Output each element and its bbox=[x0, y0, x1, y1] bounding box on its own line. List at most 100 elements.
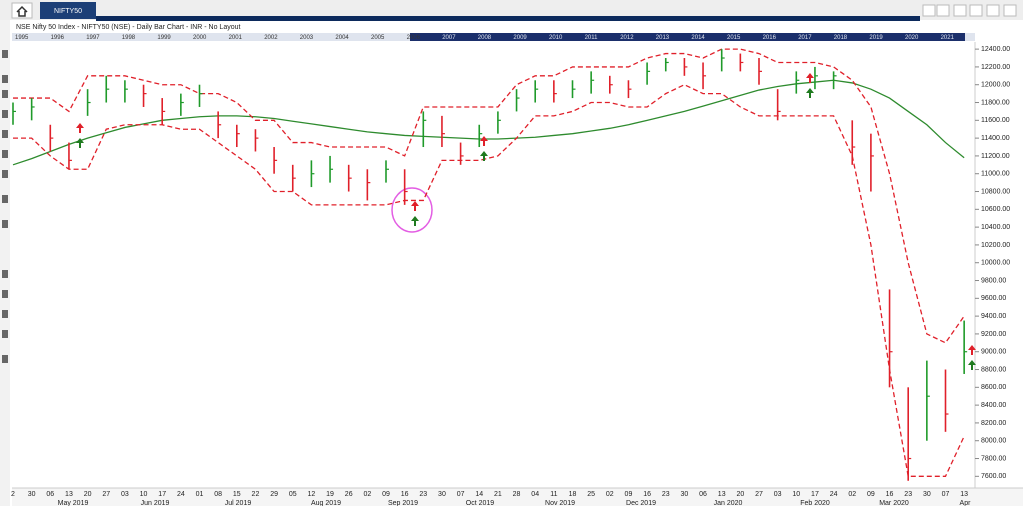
month-label: May 2019 bbox=[58, 500, 89, 506]
year-label: 2004 bbox=[335, 35, 349, 41]
x-tick-label: 23 bbox=[662, 491, 670, 498]
x-tick-label: 09 bbox=[382, 491, 390, 498]
y-tick-label: 8000.00 bbox=[981, 438, 1006, 445]
float-button[interactable] bbox=[969, 4, 983, 17]
home-button[interactable] bbox=[11, 2, 33, 19]
x-tick-label: 10 bbox=[140, 491, 148, 498]
x-tick-label: 17 bbox=[158, 491, 166, 498]
x-tick-label: 09 bbox=[625, 491, 633, 498]
y-tick-label: 10200.00 bbox=[981, 242, 1010, 249]
x-tick-label: 13 bbox=[960, 491, 968, 498]
tab-strip bbox=[96, 16, 920, 21]
year-label: 2021 bbox=[941, 35, 955, 41]
x-tick-label: 20 bbox=[84, 491, 92, 498]
tool-icon[interactable] bbox=[2, 90, 8, 98]
refresh-button[interactable] bbox=[986, 4, 1000, 17]
x-tick-label: 08 bbox=[214, 491, 222, 498]
month-label: Mar 2020 bbox=[879, 500, 909, 506]
tool-icon[interactable] bbox=[2, 290, 8, 298]
tool-icon[interactable] bbox=[2, 330, 8, 338]
tool-icon[interactable] bbox=[2, 150, 8, 158]
signal-arrow bbox=[480, 151, 488, 161]
year-label: 2007 bbox=[442, 35, 456, 41]
year-label: 2018 bbox=[834, 35, 848, 41]
y-tick-label: 8400.00 bbox=[981, 402, 1006, 409]
y-tick-label: 11600.00 bbox=[981, 117, 1010, 124]
year-label: 2001 bbox=[229, 35, 243, 41]
x-tick-label: 30 bbox=[28, 491, 36, 498]
x-tick-label: 07 bbox=[942, 491, 950, 498]
x-tick-label: 10 bbox=[792, 491, 800, 498]
y-tick-label: 11200.00 bbox=[981, 153, 1010, 160]
x-tick-label: 13 bbox=[65, 491, 73, 498]
year-label: 2012 bbox=[620, 35, 634, 41]
x-tick-label: 03 bbox=[774, 491, 782, 498]
y-tick-label: 9000.00 bbox=[981, 349, 1006, 356]
tool-icon[interactable] bbox=[2, 110, 8, 118]
x-tick-label: 14 bbox=[475, 491, 483, 498]
y-tick-label: 10400.00 bbox=[981, 224, 1010, 231]
x-tick-label: 03 bbox=[121, 491, 129, 498]
signal-arrow bbox=[806, 73, 814, 83]
year-label: 2006 bbox=[407, 35, 421, 41]
tool-icon[interactable] bbox=[2, 270, 8, 278]
channel-line bbox=[13, 48, 965, 344]
y-tick-label: 8600.00 bbox=[981, 384, 1006, 391]
year-label: 1995 bbox=[15, 35, 29, 41]
y-tick-label: 8800.00 bbox=[981, 366, 1006, 373]
year-label: 1998 bbox=[122, 35, 136, 41]
year-label: 2010 bbox=[549, 35, 563, 41]
x-tick-label: 02 bbox=[363, 491, 371, 498]
signal-arrow bbox=[480, 136, 488, 146]
year-label: 2015 bbox=[727, 35, 741, 41]
tab[interactable] bbox=[40, 2, 96, 19]
tool-icon[interactable] bbox=[2, 75, 8, 83]
annotation-circle bbox=[391, 187, 433, 233]
x-tick-label: 30 bbox=[438, 491, 446, 498]
top-bar bbox=[0, 0, 1023, 20]
year-label: 2008 bbox=[478, 35, 492, 41]
x-tick-label: 06 bbox=[699, 491, 707, 498]
next-button[interactable] bbox=[936, 4, 950, 17]
tool-icon[interactable] bbox=[2, 310, 8, 318]
x-tick-label: 2 bbox=[11, 491, 15, 498]
tool-icon[interactable] bbox=[2, 355, 8, 363]
window-buttons bbox=[922, 4, 1017, 17]
year-label: 2014 bbox=[691, 35, 705, 41]
tool-icon[interactable] bbox=[2, 50, 8, 58]
y-tick-label: 11000.00 bbox=[981, 171, 1010, 178]
close-button[interactable] bbox=[1003, 4, 1017, 17]
prev-button[interactable] bbox=[922, 4, 936, 17]
x-tick-label: 13 bbox=[718, 491, 726, 498]
y-tick-label: 8200.00 bbox=[981, 420, 1006, 427]
month-label: Feb 2020 bbox=[800, 500, 830, 506]
x-tick-label: 12 bbox=[308, 491, 316, 498]
x-tick-label: 17 bbox=[811, 491, 819, 498]
signal-arrow bbox=[806, 88, 814, 98]
month-label: Dec 2019 bbox=[626, 500, 656, 506]
tool-icon[interactable] bbox=[2, 130, 8, 138]
x-tick-label: 16 bbox=[886, 491, 894, 498]
x-tick-label: 28 bbox=[513, 491, 521, 498]
x-tick-label: 29 bbox=[270, 491, 278, 498]
x-tick-label: 02 bbox=[606, 491, 614, 498]
x-tick-label: 27 bbox=[755, 491, 763, 498]
left-toolbar bbox=[0, 20, 10, 506]
x-tick-label: 11 bbox=[550, 491, 557, 498]
y-tick-label: 11800.00 bbox=[981, 99, 1010, 106]
tool-icon[interactable] bbox=[2, 170, 8, 178]
signal-arrow bbox=[968, 345, 976, 355]
x-tick-label: 24 bbox=[830, 491, 838, 498]
year-selection[interactable] bbox=[410, 33, 965, 41]
tab-label: NIFTY50 bbox=[54, 8, 82, 15]
y-tick-label: 9800.00 bbox=[981, 277, 1006, 284]
chart-title: NSE Nifty 50 Index - NIFTY50 (NSE) - Dai… bbox=[16, 24, 241, 31]
month-label: Apr bbox=[960, 500, 972, 506]
y-tick-label: 10000.00 bbox=[981, 260, 1010, 267]
y-tick-label: 11400.00 bbox=[981, 135, 1010, 142]
tool-icon[interactable] bbox=[2, 195, 8, 203]
tool-icon[interactable] bbox=[2, 220, 8, 228]
x-tick-label: 30 bbox=[923, 491, 931, 498]
restore-button[interactable] bbox=[953, 4, 967, 17]
